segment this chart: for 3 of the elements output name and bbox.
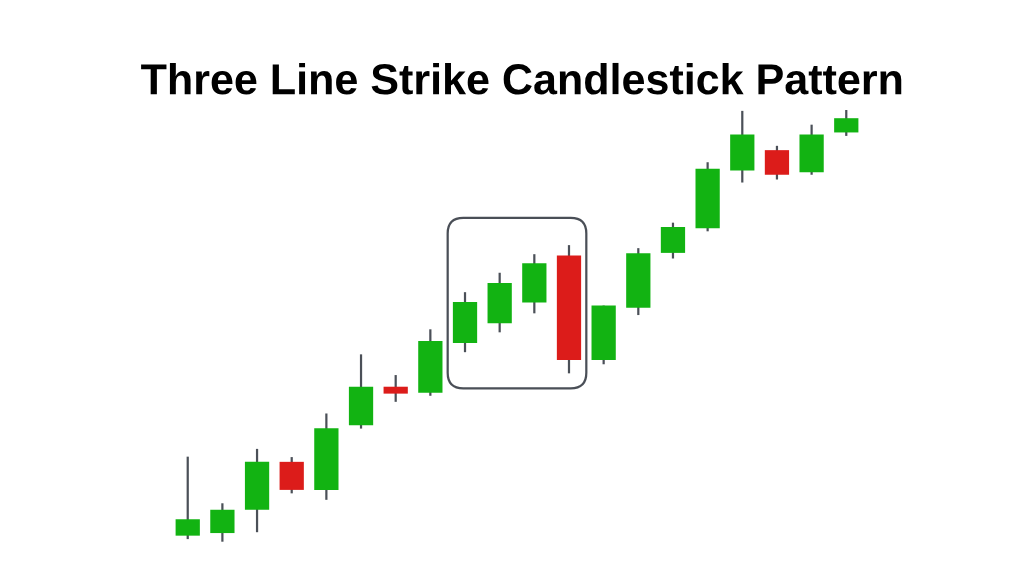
chart-title: Three Line Strike Candlestick Pattern [141,62,902,95]
candlestick [383,373,408,403]
candlestick [175,455,200,541]
